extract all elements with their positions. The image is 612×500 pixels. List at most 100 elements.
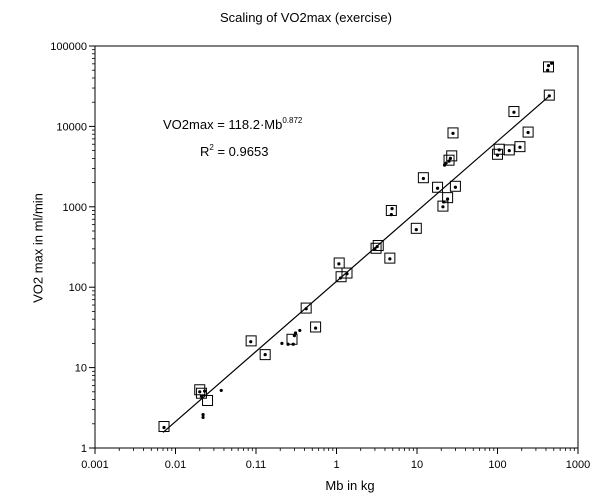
fit-equation: VO2max = 118.2·Mb0.872 [163,116,302,132]
data-point [497,148,501,152]
square-marker [300,302,312,314]
data-point [447,159,451,163]
square-marker [543,89,555,101]
x-tick-label: 0.11 [246,459,267,471]
data-point [448,156,453,160]
square-marker [245,335,257,347]
y-tick-label: 10000 [56,121,87,133]
square-marker [333,257,345,269]
data-point [518,145,522,149]
data-point [546,68,550,72]
square-marker [372,240,384,252]
data-point [453,185,458,189]
square-marker [503,144,515,156]
data-point [201,415,205,420]
fit-equation-rhs: = 118.2·Mb [213,117,283,132]
y-tick-label: 100 [69,282,87,294]
square-marker [410,222,422,234]
data-point [451,131,455,135]
data-point [421,176,425,181]
data-point [203,389,207,393]
data-point [298,328,302,333]
data-point [201,413,205,417]
data-point [162,425,166,430]
data-point [444,161,448,165]
square-marker [195,387,207,399]
y-tick-label: 1000 [63,202,87,214]
data-point [389,212,393,217]
square-marker [508,106,520,118]
data-point [337,262,341,266]
data-point [249,340,253,344]
data-point [414,228,418,232]
r-squared-value: = 0.9653 [213,144,269,159]
data-point [292,334,297,338]
data-point [442,200,446,204]
data-point [338,276,343,280]
y-tick-label: 10 [75,363,87,375]
data-point [547,94,551,98]
y-tick-label: 1 [81,443,87,455]
square-marker [542,61,554,73]
fit-equation-lhs: VO2max [163,117,214,132]
fit-equation-exponent: 0.872 [282,116,303,125]
data-point [546,64,551,68]
x-tick-label: 0.001 [81,459,109,471]
regression-line [162,94,551,433]
data-point [375,244,379,249]
square-marker [417,172,429,184]
data-point [198,390,202,394]
r-squared-exp: 2 [209,143,214,152]
data-point [313,326,318,330]
square-marker [514,141,526,153]
square-marker [259,349,271,361]
square-marker [384,252,396,264]
data-point [507,149,511,153]
data-point [345,272,349,276]
y-axis-label: VO2 max in ml/min [30,193,46,303]
square-marker [202,394,214,406]
square-marker [158,421,170,433]
data-point [388,257,392,261]
square-marker [522,126,534,138]
data-point [291,342,295,346]
r-squared-base: R [200,144,210,159]
square-marker [447,127,459,139]
x-tick-label: 100 [488,459,506,471]
chart-title: Scaling of VO2max (exercise) [220,10,392,25]
r-squared: R2 = 0.9653 [200,143,268,159]
data-point [219,388,223,393]
x-tick-label: 1 [333,459,339,471]
data-point [435,186,440,190]
square-marker [442,192,454,204]
square-marker [310,321,322,333]
data-point [512,110,516,114]
square-marker [443,154,455,166]
data-point [495,153,500,157]
plot-frame [94,45,579,449]
square-marker [449,180,461,192]
x-tick-label: 0.01 [165,459,186,471]
data-point [286,342,290,346]
data-point [390,206,394,211]
x-tick-label: 1000 [566,459,590,471]
square-marker [432,181,444,193]
data-point [293,331,298,335]
square-marker [446,150,458,162]
data-point [550,61,554,65]
data-point [446,197,450,201]
data-point [199,394,204,398]
x-axis-label: Mb in kg [325,478,375,493]
data-point [304,307,308,311]
data-point [263,353,267,357]
data-point [280,341,284,345]
square-marker [335,271,347,283]
square-marker [341,267,353,279]
y-tick-label: 100000 [50,41,87,53]
data-point [441,205,445,209]
data-point [526,130,530,135]
data-point [373,247,377,251]
x-tick-label: 10 [411,459,423,471]
square-marker [370,242,382,254]
